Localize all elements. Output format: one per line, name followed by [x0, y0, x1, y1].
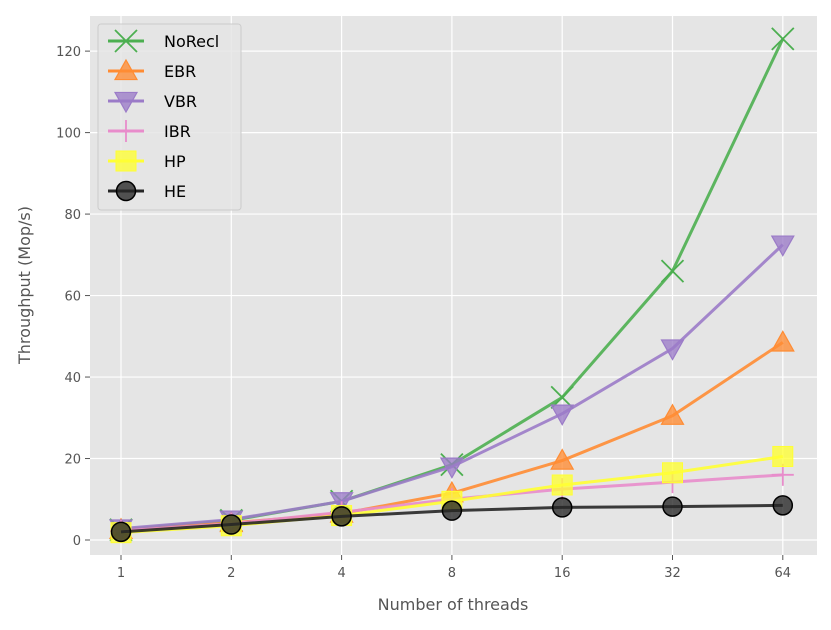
data-point-he — [772, 495, 794, 516]
series-he — [110, 495, 794, 543]
x-tick-label: 16 — [554, 566, 571, 581]
data-point-hp — [772, 445, 794, 467]
data-point-he — [110, 521, 132, 543]
data-point-vbr — [550, 404, 575, 426]
data-point-he — [441, 500, 463, 521]
legend-item-vbr: VBR — [108, 91, 197, 114]
x-tick-label: 32 — [664, 566, 681, 581]
legend-label-hp: HP — [164, 152, 186, 171]
legend-item-norecl: NoRecl — [108, 29, 219, 53]
data-point-hp — [662, 462, 683, 484]
legend-item-he: HE — [108, 180, 186, 202]
data-point-he — [551, 497, 573, 518]
series-layer — [108, 27, 795, 544]
legend-item-hp: HP — [108, 150, 186, 172]
legend-marker-norecl — [114, 29, 138, 53]
data-point-ebr — [660, 403, 685, 425]
legend: NoRecl EBR VBR IBR HP HE — [97, 23, 242, 211]
data-point-vbr — [770, 235, 795, 257]
ticks: 1 2 4 8 16 32 64 0 20 40 60 80 100 120 — [56, 45, 791, 581]
y-axis-label: Throughput (Mop/s) — [15, 206, 34, 365]
legend-label-ebr: EBR — [164, 62, 196, 81]
data-point-vbr — [439, 457, 464, 479]
legend-label-he: HE — [164, 182, 186, 201]
y-tick-label: 60 — [64, 290, 81, 305]
legend-label-vbr: VBR — [164, 92, 197, 111]
legend-marker-ibr — [115, 120, 137, 142]
data-point-ebr — [550, 448, 575, 470]
legend-marker-vbr — [113, 91, 139, 114]
legend-marker-ebr — [113, 58, 139, 81]
legend-item-ebr: EBR — [108, 58, 196, 81]
y-tick-label: 40 — [64, 371, 81, 386]
x-axis-label: Number of threads — [378, 595, 529, 614]
data-point-norecl — [660, 259, 685, 283]
legend-marker-hp — [115, 150, 137, 172]
data-point-ebr — [770, 330, 795, 352]
y-tick-label: 0 — [73, 534, 81, 549]
data-point-hp — [551, 474, 573, 496]
legend-item-ibr: IBR — [108, 120, 191, 142]
x-tick-label: 2 — [227, 566, 235, 581]
legend-marker-he — [115, 180, 137, 202]
data-point-vbr — [660, 339, 685, 361]
x-tick-label: 1 — [117, 566, 125, 581]
x-tick-label: 64 — [775, 566, 792, 581]
y-tick-label: 100 — [56, 127, 81, 142]
data-point-ibr — [771, 463, 794, 486]
y-tick-label: 120 — [56, 45, 81, 60]
data-point-he — [331, 506, 352, 527]
grid — [90, 16, 817, 555]
x-tick-label: 4 — [337, 566, 345, 581]
legend-label-ibr: IBR — [164, 122, 191, 141]
data-point-he — [662, 496, 683, 517]
legend-label-norecl: NoRecl — [164, 32, 219, 51]
data-point-norecl — [771, 27, 795, 51]
y-tick-label: 20 — [64, 453, 81, 468]
x-tick-label: 8 — [448, 566, 456, 581]
y-tick-label: 80 — [64, 208, 81, 223]
data-point-he — [221, 514, 242, 535]
